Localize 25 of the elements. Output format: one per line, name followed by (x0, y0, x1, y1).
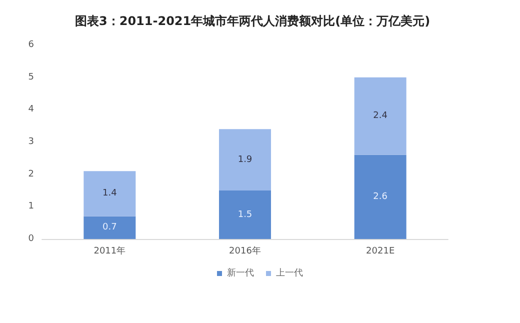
x-tick-label: 2011年 (94, 246, 126, 256)
data-label: 1.9 (238, 154, 252, 165)
data-label: 2.4 (373, 111, 388, 122)
bar (84, 171, 136, 216)
bar (354, 77, 406, 155)
chart-title: 图表3：2011-2021年城市年两代人消费额对比(单位：万亿美元) (75, 14, 430, 28)
data-label: 2.6 (373, 192, 388, 202)
y-tick-label: 4 (28, 104, 34, 115)
y-tick-label: 2 (28, 169, 34, 180)
legend-label: 上一代 (276, 268, 303, 278)
bar (84, 216, 136, 239)
bar (354, 154, 406, 239)
bar (219, 190, 271, 239)
x-tick-label: 2021E (366, 246, 395, 256)
x-tick-label: 2016年 (229, 246, 261, 256)
bar (219, 129, 271, 190)
data-label: 1.4 (102, 188, 118, 199)
data-label: 1.5 (238, 210, 252, 220)
legend-label: 新一代 (227, 268, 254, 278)
y-tick-label: 0 (28, 234, 34, 244)
y-tick-label: 3 (28, 137, 34, 147)
data-label: 0.7 (102, 222, 117, 233)
y-tick-label: 5 (28, 72, 34, 82)
y-tick-label: 6 (28, 40, 34, 50)
y-tick-label: 1 (28, 202, 34, 212)
